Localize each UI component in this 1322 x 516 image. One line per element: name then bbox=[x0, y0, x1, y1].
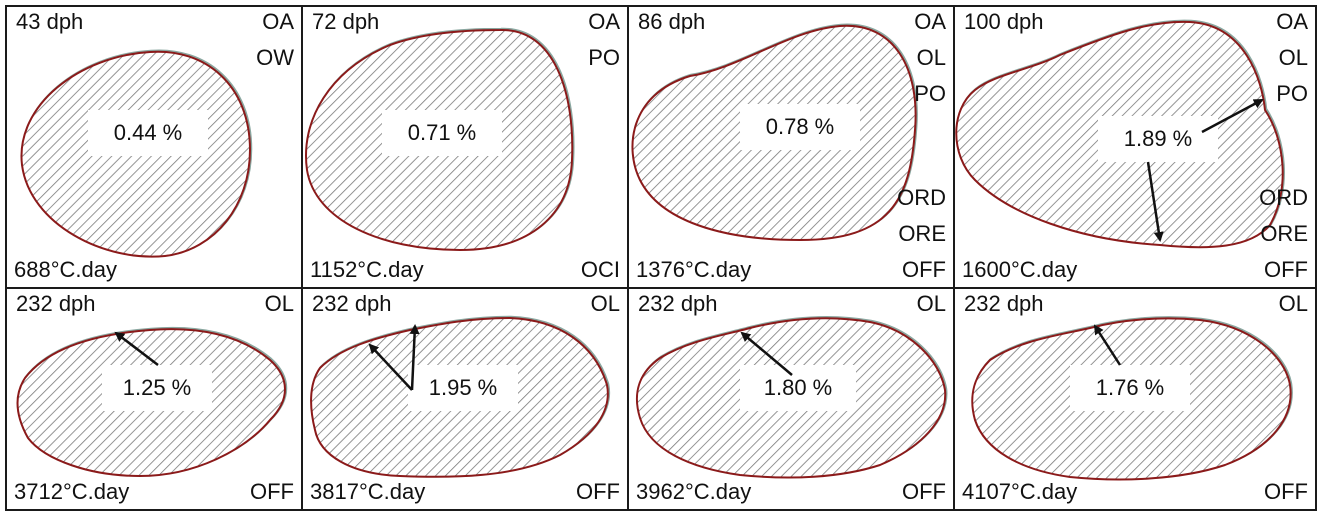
arrow-indicator bbox=[740, 331, 793, 376]
panel-degree-days-label: 3712°C.day bbox=[14, 479, 130, 504]
zone-code-bottom: OFF bbox=[902, 479, 946, 504]
value-box bbox=[740, 365, 856, 411]
panel-frame bbox=[953, 287, 1317, 511]
zone-code-bottom: ORE bbox=[1260, 221, 1308, 246]
value-box bbox=[408, 365, 518, 411]
zone-code-top: OW bbox=[256, 45, 294, 70]
arrow-indicator bbox=[1201, 98, 1264, 134]
panel-age-label: 86 dph bbox=[638, 9, 706, 34]
arrow-indicator bbox=[1146, 161, 1164, 242]
zone-code-top: OL bbox=[916, 45, 946, 70]
zone-code-bottom: ORE bbox=[898, 221, 946, 246]
zone-code-bottom: OFF bbox=[1264, 257, 1308, 282]
panel-value-label: 1.25 % bbox=[122, 375, 192, 400]
panel-age-label: 72 dph bbox=[312, 9, 380, 34]
panel-age-label: 232 dph bbox=[16, 291, 96, 316]
zone-code-top: OL bbox=[1278, 45, 1308, 70]
value-box bbox=[1098, 116, 1218, 162]
panel-value-label: 1.89 % bbox=[1123, 126, 1193, 151]
panel-value-label: 1.80 % bbox=[763, 375, 833, 400]
arrow-indicator bbox=[1093, 324, 1122, 366]
zone-code-top: OA bbox=[588, 9, 620, 34]
zone-code-top: OL bbox=[1278, 291, 1308, 316]
panel-age-label: 43 dph bbox=[16, 9, 84, 34]
panel-age-label: 232 dph bbox=[312, 291, 392, 316]
zone-code-bottom: OFF bbox=[1264, 479, 1308, 504]
panel-degree-days-label: 3962°C.day bbox=[636, 479, 752, 504]
panel-value-label: 0.44 % bbox=[113, 120, 183, 145]
panel-value-label: 0.78 % bbox=[765, 114, 835, 139]
value-box bbox=[382, 110, 502, 156]
zone-code-bottom: ORD bbox=[1259, 185, 1308, 210]
zone-code-top: OA bbox=[914, 9, 946, 34]
zone-code-top: OA bbox=[1276, 9, 1308, 34]
panel-age-label: 232 dph bbox=[964, 291, 1044, 316]
panel-value-label: 0.71 % bbox=[407, 120, 477, 145]
zone-code-bottom: OFF bbox=[576, 479, 620, 504]
panel-degree-days-label: 1376°C.day bbox=[636, 257, 752, 282]
zone-code-bottom: OCI bbox=[580, 257, 620, 282]
zone-code-top: PO bbox=[588, 45, 620, 70]
zone-code-top: OA bbox=[262, 9, 294, 34]
zone-code-bottom: OFF bbox=[902, 257, 946, 282]
value-box bbox=[740, 104, 860, 150]
panel-degree-days-label: 4107°C.day bbox=[962, 479, 1078, 504]
panel-degree-days-label: 1152°C.day bbox=[310, 257, 424, 282]
value-box bbox=[102, 365, 212, 411]
arrow-indicator bbox=[368, 343, 413, 391]
arrow-indicator bbox=[409, 324, 420, 391]
panel-degree-days-label: 3817°C.day bbox=[310, 479, 426, 504]
zone-code-bottom: ORD bbox=[897, 185, 946, 210]
arrow-indicator bbox=[114, 331, 159, 366]
panel-value-label: 1.95 % bbox=[428, 375, 498, 400]
panel-age-label: 100 dph bbox=[964, 9, 1044, 34]
panel-age-label: 232 dph bbox=[638, 291, 718, 316]
zone-code-bottom: OFF bbox=[250, 479, 294, 504]
zone-code-top: OL bbox=[590, 291, 620, 316]
panel-value-label: 1.76 % bbox=[1095, 375, 1165, 400]
panel-degree-days-label: 1600°C.day bbox=[962, 257, 1078, 282]
value-box bbox=[1070, 365, 1190, 411]
zone-code-top: OL bbox=[916, 291, 946, 316]
value-box bbox=[88, 110, 208, 156]
zone-code-top: OL bbox=[264, 291, 294, 316]
zone-code-top: PO bbox=[1276, 81, 1308, 106]
panel-degree-days-label: 688°C.day bbox=[14, 257, 117, 282]
zone-code-top: PO bbox=[914, 81, 946, 106]
